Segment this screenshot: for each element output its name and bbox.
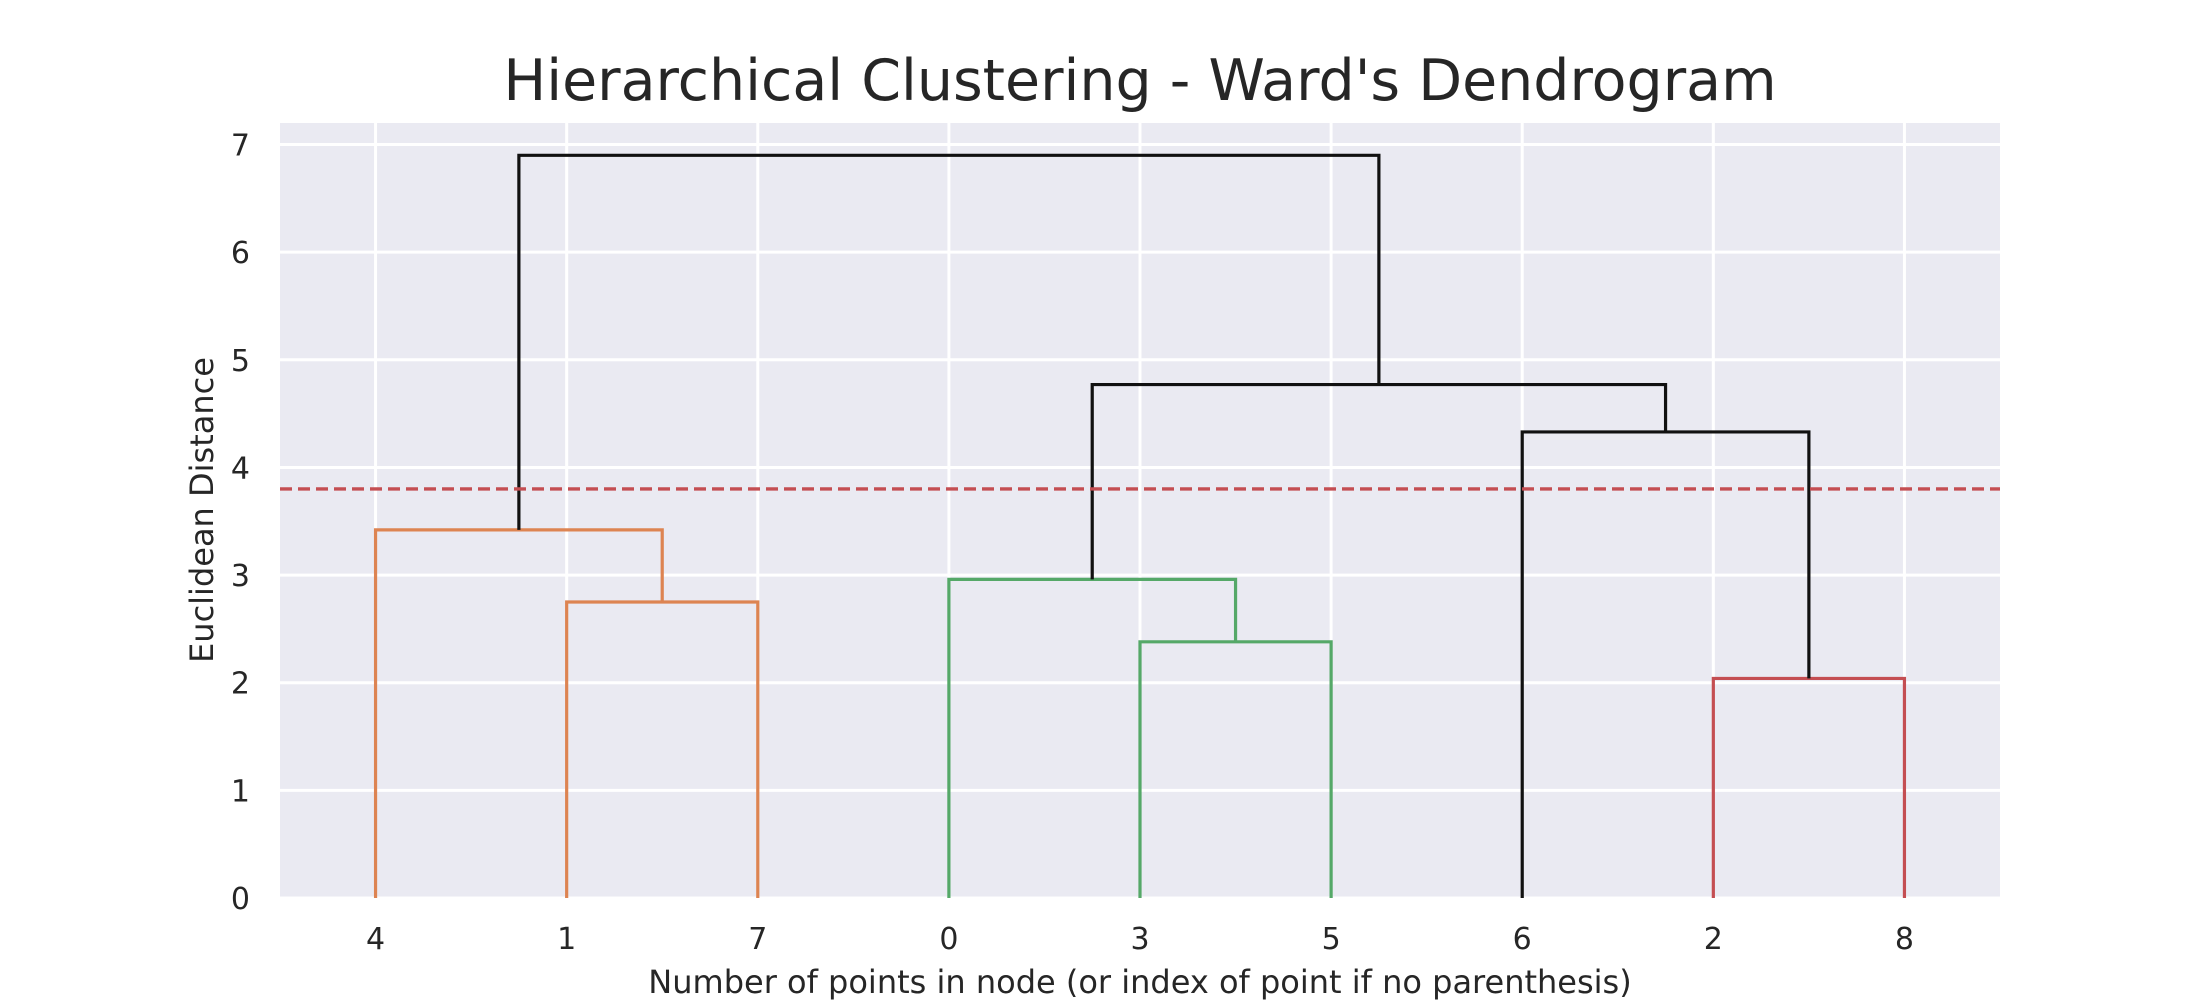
y-tick-label: 4 <box>231 451 250 486</box>
y-tick-labels: 0 1 2 3 4 5 6 7 <box>231 129 250 917</box>
x-tick-label: 4 <box>366 922 385 957</box>
x-tick-label: 1 <box>557 922 576 957</box>
y-tick-label: 2 <box>231 667 250 702</box>
x-tick-label: 5 <box>1322 922 1341 957</box>
y-axis-label: Euclidean Distance <box>183 357 221 663</box>
y-tick-label: 5 <box>231 344 250 379</box>
dendrogram-link-7 <box>517 153 1381 530</box>
chart-title: Hierarchical Clustering - Ward's Dendrog… <box>503 48 1776 114</box>
x-tick-label: 6 <box>1513 922 1532 957</box>
y-tick-label: 6 <box>231 236 250 271</box>
x-tick-label: 8 <box>1895 922 1914 957</box>
y-tick-label: 0 <box>231 882 250 917</box>
x-tick-labels: 4 1 7 0 3 5 6 2 8 <box>366 922 1914 957</box>
y-tick-label: 1 <box>231 774 250 809</box>
x-tick-label: 0 <box>939 922 958 957</box>
x-tick-label: 2 <box>1704 922 1723 957</box>
y-tick-label: 3 <box>231 559 250 594</box>
dendrogram-link-4 <box>1711 676 1907 898</box>
x-tick-label: 3 <box>1130 922 1149 957</box>
dendrogram-link-3 <box>947 577 1238 898</box>
dendrogram-link-5 <box>1520 430 1811 898</box>
x-tick-label: 7 <box>748 922 767 957</box>
dendrogram-link-6 <box>1090 382 1668 580</box>
y-tick-label: 7 <box>231 129 250 164</box>
dendrogram-links <box>373 153 1907 898</box>
x-axis-label: Number of points in node (or index of po… <box>648 963 1631 1000</box>
